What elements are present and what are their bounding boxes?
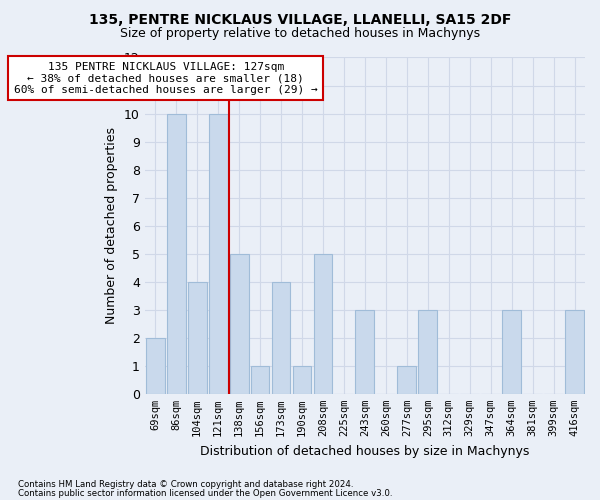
Bar: [146, 338, 164, 394]
Text: 135 PENTRE NICKLAUS VILLAGE: 127sqm
← 38% of detached houses are smaller (18)
60: 135 PENTRE NICKLAUS VILLAGE: 127sqm ← 38…: [14, 62, 317, 95]
Bar: [397, 366, 416, 394]
X-axis label: Distribution of detached houses by size in Machynys: Distribution of detached houses by size …: [200, 444, 530, 458]
Bar: [251, 366, 269, 394]
Text: Size of property relative to detached houses in Machynys: Size of property relative to detached ho…: [120, 28, 480, 40]
Bar: [293, 366, 311, 394]
Text: 135, PENTRE NICKLAUS VILLAGE, LLANELLI, SA15 2DF: 135, PENTRE NICKLAUS VILLAGE, LLANELLI, …: [89, 12, 511, 26]
Y-axis label: Number of detached properties: Number of detached properties: [106, 127, 118, 324]
Bar: [355, 310, 374, 394]
Bar: [314, 254, 332, 394]
Text: Contains HM Land Registry data © Crown copyright and database right 2024.: Contains HM Land Registry data © Crown c…: [18, 480, 353, 489]
Bar: [502, 310, 521, 394]
Bar: [167, 114, 185, 394]
Bar: [565, 310, 584, 394]
Bar: [272, 282, 290, 394]
Bar: [418, 310, 437, 394]
Bar: [209, 114, 227, 394]
Text: Contains public sector information licensed under the Open Government Licence v3: Contains public sector information licen…: [18, 489, 392, 498]
Bar: [188, 282, 206, 394]
Bar: [230, 254, 248, 394]
